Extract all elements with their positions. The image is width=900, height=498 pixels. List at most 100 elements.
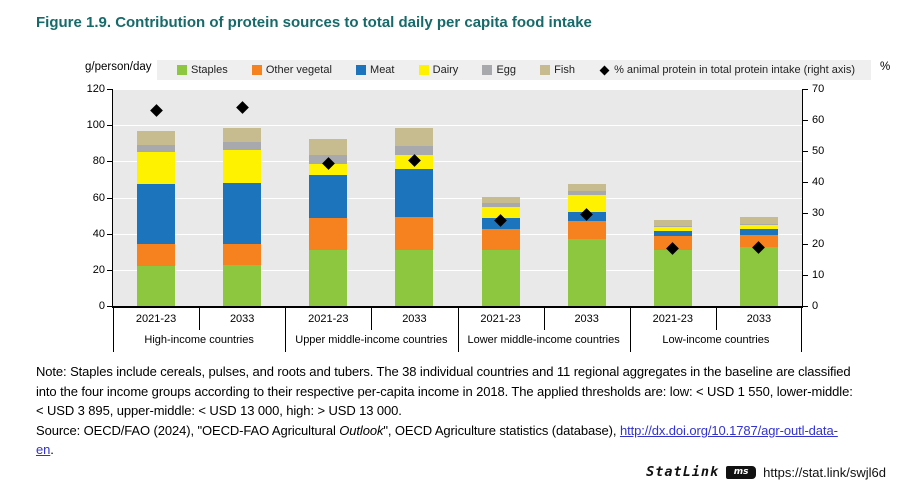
legend-swatch-fish xyxy=(540,65,551,75)
bar-segment-dairy xyxy=(223,149,262,184)
bar-segment-meat xyxy=(653,230,692,237)
legend-label: Meat xyxy=(370,64,395,76)
legend-swatch-egg xyxy=(482,65,493,75)
animal-protein-diamond-marker xyxy=(235,101,249,114)
bar-segment-egg xyxy=(481,202,520,207)
bar-segment-staples xyxy=(309,249,348,306)
bar-segment-egg xyxy=(739,223,778,225)
x-year-label: 2033 xyxy=(229,313,255,325)
y2-axis-tick-label: 50 xyxy=(812,145,825,157)
legend-swatch-other-vegetal xyxy=(251,65,262,75)
left-axis-tick xyxy=(107,306,112,307)
x-year-label: 2033 xyxy=(746,313,772,325)
source-text-part: ", OECD Agriculture statistics (database… xyxy=(383,422,620,438)
source-text-part: Source: OECD/FAO (2024), "OECD-FAO Agric… xyxy=(36,422,340,438)
bar-segment-other-vegetal xyxy=(223,243,262,266)
x-year-label: 2021-23 xyxy=(308,313,349,325)
gridline xyxy=(113,233,802,235)
bar-segment-other-vegetal xyxy=(567,221,606,240)
left-axis-tick xyxy=(107,269,112,271)
y2-axis-tick-label: 70 xyxy=(812,83,825,95)
y2-axis-tick-label: 30 xyxy=(812,207,825,219)
gridline xyxy=(113,269,802,271)
statlink-label: StatLink xyxy=(646,464,720,480)
y-axis-tick-label: 20 xyxy=(92,263,105,276)
left-axis-unit-label: g/person/day xyxy=(85,61,152,73)
right-axis-tick xyxy=(803,244,808,245)
bar-segment-egg xyxy=(223,142,262,150)
bar-segment-dairy xyxy=(739,225,778,230)
statlink-logo-icon: ms xyxy=(726,465,757,479)
source-text: en. xyxy=(36,440,853,460)
x-axis-group-separator xyxy=(801,306,802,352)
plot-area xyxy=(113,89,802,306)
x-axis-group-separator xyxy=(457,306,459,352)
bar-segment-egg xyxy=(137,145,176,153)
legend-item-animal-protein-share: % animal protein in total protein intake… xyxy=(599,64,855,76)
bar-segment-fish xyxy=(309,138,348,156)
bar-segment-staples xyxy=(481,249,520,306)
left-axis-tick xyxy=(107,197,112,199)
bar-segment-other-vegetal xyxy=(395,216,434,250)
y-axis-tick-label: 0 xyxy=(98,300,105,312)
bar-segment-fish xyxy=(567,183,606,192)
y-axis-tick-label: 40 xyxy=(92,227,105,240)
y2-axis-tick-label: 60 xyxy=(812,114,825,126)
bar-segment-meat xyxy=(739,229,778,235)
legend-item-other-vegetal: Other vegetal xyxy=(251,64,332,76)
bar-segment-staples xyxy=(653,249,692,306)
bar-segment-fish xyxy=(395,127,434,146)
y-axis-tick-label: 120 xyxy=(86,83,105,95)
gridline xyxy=(113,161,802,163)
x-year-label: 2021-23 xyxy=(652,313,693,325)
bar-segment-dairy xyxy=(481,206,520,219)
source-text: Source: OECD/FAO (2024), "OECD-FAO Agric… xyxy=(36,421,853,441)
y2-axis-tick-label: 10 xyxy=(812,269,825,281)
bar-segment-dairy xyxy=(137,152,176,184)
bar-segment-fish xyxy=(223,127,262,143)
legend-item-meat: Meat xyxy=(356,64,395,76)
legend-label: Other vegetal xyxy=(265,64,332,76)
bar-segment-other-vegetal xyxy=(481,229,520,250)
x-axis-minor-separator xyxy=(371,306,373,330)
bar-segment-fish xyxy=(137,130,176,146)
legend-swatch-meat xyxy=(356,65,367,75)
animal-protein-diamond-marker xyxy=(149,104,163,118)
x-axis-minor-separator xyxy=(543,306,545,330)
x-axis-group-separator xyxy=(285,306,287,352)
bar-segment-staples xyxy=(395,249,434,306)
bar-segment-meat xyxy=(395,168,434,217)
legend-item-fish: Fish xyxy=(540,64,575,76)
bar-segment-egg xyxy=(653,226,692,228)
left-axis-tick xyxy=(107,125,112,127)
x-year-label: 2033 xyxy=(574,313,599,325)
right-axis-tick xyxy=(803,306,808,307)
bar-segment-other-vegetal xyxy=(309,218,348,250)
left-axis-tick xyxy=(107,89,112,90)
source-link[interactable]: http://dx.doi.org/10.1787/agr-outl-data- xyxy=(619,422,838,438)
legend-label: Staples xyxy=(191,64,228,76)
bar-segment-fish xyxy=(739,217,778,224)
bar-segment-meat xyxy=(309,174,348,219)
chart-legend: Staples Other vegetal Meat Dairy Egg Fish % an… xyxy=(157,60,871,80)
x-group-label: Upper middle-income countries xyxy=(295,334,448,346)
bar-segment-staples xyxy=(223,265,262,306)
right-axis-tick xyxy=(803,89,808,90)
y2-axis-tick-label: 20 xyxy=(812,238,825,250)
gridline xyxy=(113,125,802,127)
x-axis-group-separator xyxy=(113,306,114,352)
legend-label: Fish xyxy=(554,64,575,76)
x-group-label: Lower middle-income countries xyxy=(467,334,620,346)
x-axis-group-separator xyxy=(629,306,631,352)
diamond-marker-icon xyxy=(599,65,610,75)
right-axis-tick xyxy=(803,182,808,183)
left-axis-tick xyxy=(107,233,112,235)
y-axis-tick-label: 60 xyxy=(92,191,105,204)
y2-axis-tick-label: 40 xyxy=(812,176,825,188)
statlink-url[interactable]: https://stat.link/swjl6d xyxy=(763,464,886,480)
gridline xyxy=(113,89,802,90)
bar-segment-fish xyxy=(653,220,692,227)
bar-segment-fish xyxy=(481,196,520,203)
source-link[interactable]: en xyxy=(36,442,51,458)
legend-item-egg: Egg xyxy=(482,64,516,76)
